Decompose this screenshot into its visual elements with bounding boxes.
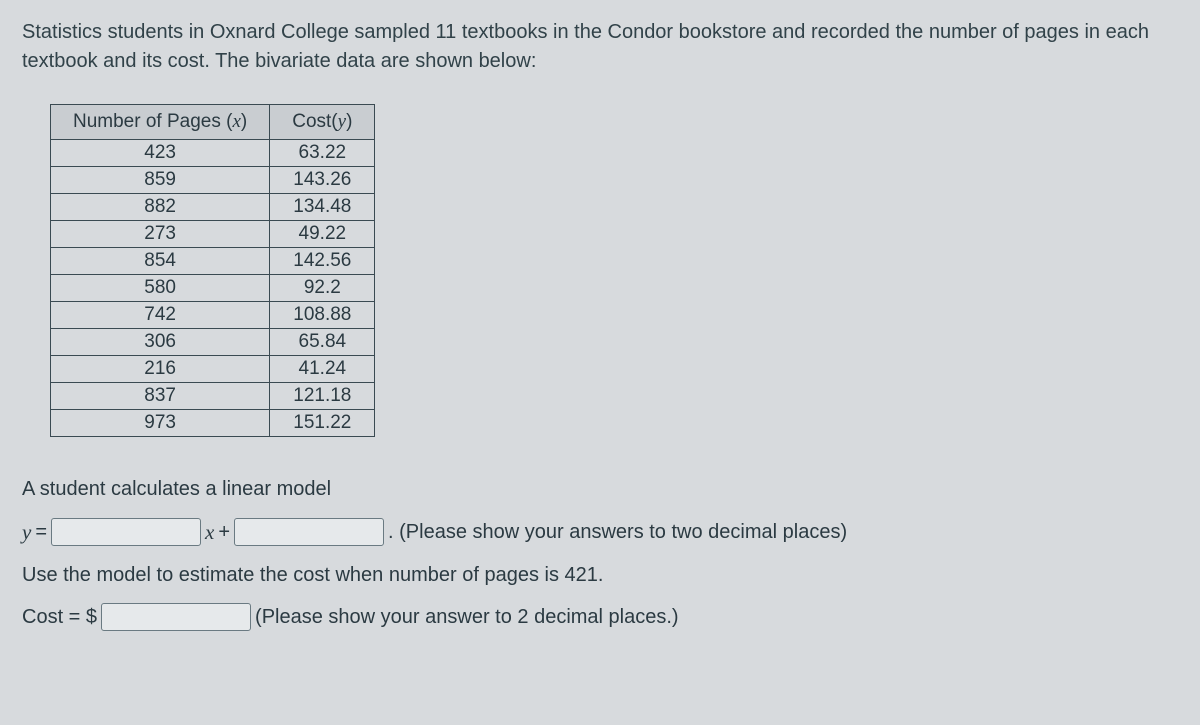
table-row: 58092.2 [51,275,375,302]
table-row: 27349.22 [51,221,375,248]
linear-model-prompt: A student calculates a linear model [22,469,1178,509]
table-row: 837121.18 [51,383,375,410]
cost-hint: (Please show your answer to 2 decimal pl… [255,597,679,637]
cell-cost: 65.84 [270,329,375,356]
table-row: 30665.84 [51,329,375,356]
table-row: 21641.24 [51,356,375,383]
cell-cost: 151.22 [270,410,375,437]
cell-pages: 273 [51,221,270,248]
slope-input[interactable] [51,518,201,546]
cell-cost: 92.2 [270,275,375,302]
cell-cost: 134.48 [270,194,375,221]
equals-sign: = [35,512,47,552]
data-table: Number of Pages (x) Cost(y) 42363.228591… [50,104,375,437]
problem-intro: Statistics students in Oxnard College sa… [22,18,1178,76]
cell-pages: 859 [51,167,270,194]
cell-pages: 306 [51,329,270,356]
table-row: 882134.48 [51,194,375,221]
cell-pages: 882 [51,194,270,221]
cell-cost: 63.22 [270,140,375,167]
cell-cost: 108.88 [270,302,375,329]
cell-cost: 121.18 [270,383,375,410]
y-variable: y [22,511,31,553]
cell-pages: 423 [51,140,270,167]
cost-label: Cost = $ [22,597,97,637]
table-row: 973151.22 [51,410,375,437]
table-row: 42363.22 [51,140,375,167]
table-row: 859143.26 [51,167,375,194]
intercept-input[interactable] [234,518,384,546]
cell-cost: 41.24 [270,356,375,383]
cell-pages: 973 [51,410,270,437]
cell-pages: 580 [51,275,270,302]
cell-pages: 854 [51,248,270,275]
cell-pages: 216 [51,356,270,383]
table-row: 742108.88 [51,302,375,329]
cell-cost: 143.26 [270,167,375,194]
cell-cost: 142.56 [270,248,375,275]
cost-input[interactable] [101,603,251,631]
model-hint: . (Please show your answers to two decim… [388,512,847,552]
col-header-pages: Number of Pages (x) [51,105,270,140]
plus-sign: + [218,512,230,552]
table-row: 854142.56 [51,248,375,275]
cell-cost: 49.22 [270,221,375,248]
cell-pages: 742 [51,302,270,329]
x-variable: x [205,511,214,553]
estimate-prompt: Use the model to estimate the cost when … [22,555,1178,595]
col-header-cost: Cost(y) [270,105,375,140]
cell-pages: 837 [51,383,270,410]
